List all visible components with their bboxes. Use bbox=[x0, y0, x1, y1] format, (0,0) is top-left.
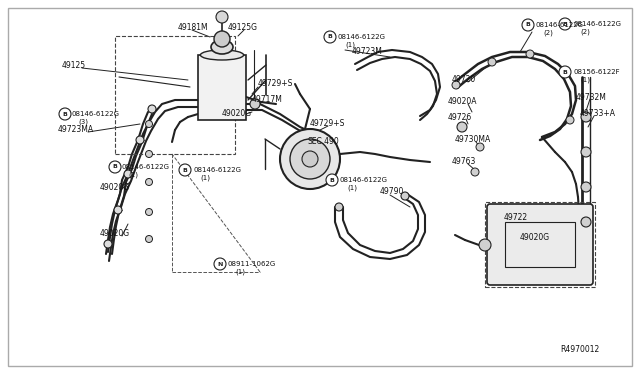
Text: 08146-6122G: 08146-6122G bbox=[122, 164, 170, 170]
Ellipse shape bbox=[200, 50, 244, 60]
Circle shape bbox=[145, 235, 152, 243]
Text: B: B bbox=[525, 22, 531, 28]
Circle shape bbox=[214, 258, 226, 270]
Circle shape bbox=[145, 208, 152, 215]
Circle shape bbox=[401, 192, 409, 200]
Ellipse shape bbox=[211, 40, 233, 54]
Text: N: N bbox=[218, 262, 223, 266]
Circle shape bbox=[526, 50, 534, 58]
Circle shape bbox=[471, 168, 479, 176]
Text: 08146-6122G: 08146-6122G bbox=[193, 167, 241, 173]
Text: 08146-6122G: 08146-6122G bbox=[573, 21, 621, 27]
Circle shape bbox=[522, 19, 534, 31]
Text: 08911-1062G: 08911-1062G bbox=[228, 261, 276, 267]
Text: 49020G: 49020G bbox=[520, 232, 550, 241]
Circle shape bbox=[581, 217, 591, 227]
Circle shape bbox=[302, 151, 318, 167]
Text: 08146-6122G: 08146-6122G bbox=[536, 22, 584, 28]
Text: 49763: 49763 bbox=[452, 157, 476, 167]
Text: 49722: 49722 bbox=[504, 212, 528, 221]
Text: 49020A: 49020A bbox=[448, 97, 477, 106]
Circle shape bbox=[324, 31, 336, 43]
Text: 08146-6122G: 08146-6122G bbox=[340, 177, 388, 183]
Circle shape bbox=[479, 239, 491, 251]
Text: (1): (1) bbox=[347, 185, 357, 191]
Text: (1): (1) bbox=[345, 42, 355, 48]
Circle shape bbox=[457, 122, 467, 132]
Circle shape bbox=[216, 11, 228, 23]
Text: 49729+S: 49729+S bbox=[258, 80, 293, 89]
Circle shape bbox=[250, 99, 260, 109]
Text: 49020G: 49020G bbox=[222, 109, 252, 119]
Text: 49723MA: 49723MA bbox=[58, 125, 94, 135]
Circle shape bbox=[559, 66, 571, 78]
Circle shape bbox=[335, 203, 343, 211]
Text: 08146-6122G: 08146-6122G bbox=[338, 34, 386, 40]
Bar bbox=[198, 55, 246, 120]
Text: (2): (2) bbox=[580, 29, 590, 35]
Text: (1): (1) bbox=[580, 77, 590, 83]
Circle shape bbox=[104, 240, 112, 248]
Text: 49720: 49720 bbox=[452, 76, 476, 84]
Text: 08156-6122F: 08156-6122F bbox=[573, 69, 620, 75]
Text: B: B bbox=[563, 22, 568, 26]
Circle shape bbox=[124, 170, 132, 178]
Circle shape bbox=[581, 182, 591, 192]
Text: 49125: 49125 bbox=[62, 61, 86, 71]
Text: 49181M: 49181M bbox=[178, 22, 209, 32]
Circle shape bbox=[109, 161, 121, 173]
Circle shape bbox=[214, 31, 230, 47]
Text: 49726: 49726 bbox=[448, 112, 472, 122]
Circle shape bbox=[280, 129, 340, 189]
Text: (1): (1) bbox=[235, 269, 245, 275]
Circle shape bbox=[59, 108, 71, 120]
Circle shape bbox=[581, 112, 591, 122]
Circle shape bbox=[179, 164, 191, 176]
FancyBboxPatch shape bbox=[487, 204, 593, 285]
Text: B: B bbox=[182, 167, 188, 173]
Text: (1): (1) bbox=[200, 175, 210, 181]
Text: B: B bbox=[563, 70, 568, 74]
Text: 49730MA: 49730MA bbox=[455, 135, 492, 144]
Circle shape bbox=[559, 18, 571, 30]
Circle shape bbox=[148, 105, 156, 113]
Text: 49020G: 49020G bbox=[100, 230, 130, 238]
Text: 49723M: 49723M bbox=[352, 48, 383, 57]
Bar bbox=[115, 36, 235, 154]
Circle shape bbox=[145, 179, 152, 186]
Circle shape bbox=[326, 174, 338, 186]
Text: 49717M: 49717M bbox=[252, 94, 283, 103]
Bar bbox=[505, 222, 575, 267]
Text: 49125G: 49125G bbox=[228, 22, 258, 32]
Text: 49020G: 49020G bbox=[100, 183, 130, 192]
Text: B: B bbox=[330, 177, 335, 183]
Text: SEC.490: SEC.490 bbox=[308, 138, 340, 147]
Circle shape bbox=[476, 143, 484, 151]
Text: (2): (2) bbox=[543, 30, 553, 36]
Circle shape bbox=[581, 147, 591, 157]
Circle shape bbox=[452, 81, 460, 89]
Text: 49732M: 49732M bbox=[576, 93, 607, 102]
Circle shape bbox=[114, 206, 122, 214]
Circle shape bbox=[290, 139, 330, 179]
Text: B: B bbox=[63, 112, 67, 116]
Circle shape bbox=[488, 58, 496, 66]
Text: (1): (1) bbox=[128, 172, 138, 178]
Text: B: B bbox=[328, 35, 332, 39]
Circle shape bbox=[145, 151, 152, 157]
Text: 49790: 49790 bbox=[380, 187, 404, 196]
Text: B: B bbox=[113, 164, 117, 170]
Text: 49729+S: 49729+S bbox=[310, 119, 346, 128]
Text: 49733+A: 49733+A bbox=[580, 109, 616, 119]
Circle shape bbox=[145, 121, 152, 128]
Bar bbox=[485, 202, 595, 287]
Circle shape bbox=[136, 136, 144, 144]
Text: R4970012: R4970012 bbox=[560, 346, 599, 355]
Text: 08146-6122G: 08146-6122G bbox=[72, 111, 120, 117]
Circle shape bbox=[566, 116, 574, 124]
Text: (3): (3) bbox=[78, 119, 88, 125]
